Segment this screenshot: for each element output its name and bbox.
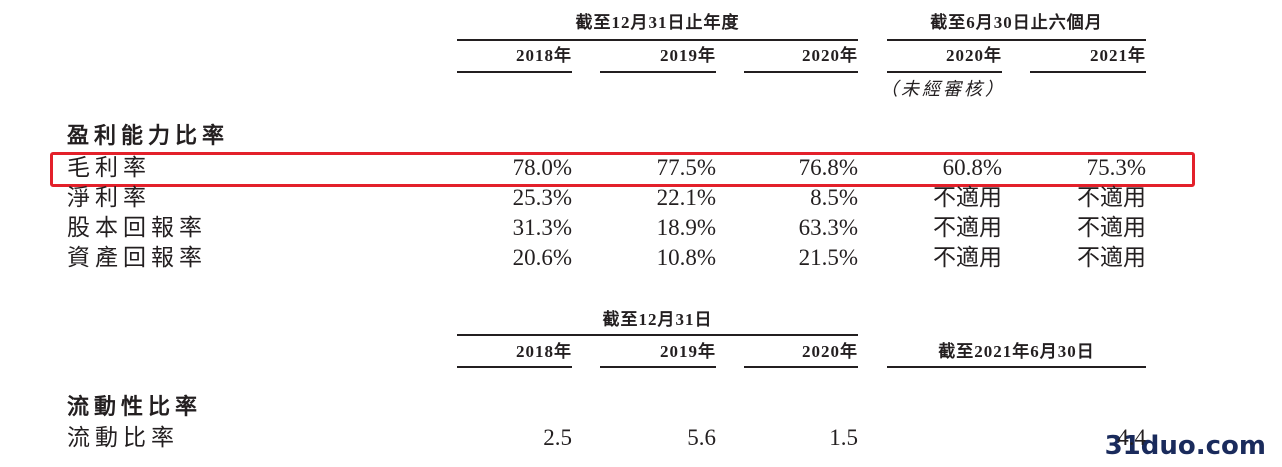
column-header: 截至2021年6月30日 [938, 342, 1095, 361]
rule [457, 366, 572, 368]
cell: 18.9% [656, 215, 716, 240]
column-header: 2018年 [516, 46, 572, 65]
highlight-box [50, 152, 1195, 187]
watermark: 31duo.com [1104, 431, 1266, 461]
row-label: 毛利率 [67, 155, 151, 180]
row-label: 流動比率 [67, 425, 179, 450]
rule [457, 71, 572, 73]
cell: 5.6 [687, 425, 716, 450]
row-label: 資產回報率 [67, 245, 207, 270]
cell: 60.8% [942, 155, 1002, 180]
cell: 不適用 [933, 245, 1002, 270]
cell: 78.0% [512, 155, 572, 180]
column-header: 2020年 [946, 46, 1002, 65]
rule [744, 366, 858, 368]
rule [744, 71, 858, 73]
cell: 25.3% [512, 185, 572, 210]
rule [600, 366, 716, 368]
cell: 22.1% [656, 185, 716, 210]
note: （未經審核） [880, 79, 1006, 99]
cell: 75.3% [1086, 155, 1146, 180]
cell: 8.5% [810, 185, 858, 210]
cell: 21.5% [798, 245, 858, 270]
cell: 20.6% [512, 245, 572, 270]
cell: 不適用 [1077, 215, 1146, 240]
rule [887, 71, 1002, 73]
rule [887, 366, 1146, 368]
column-header: 2021年 [1090, 46, 1146, 65]
column-header: 2019年 [660, 46, 716, 65]
cell: 31.3% [512, 215, 572, 240]
column-header: 2020年 [802, 342, 858, 361]
column-header: 2020年 [802, 46, 858, 65]
cell: 2.5 [543, 425, 572, 450]
rule [887, 39, 1146, 41]
cell: 76.8% [798, 155, 858, 180]
rule [457, 39, 858, 41]
rule [1030, 71, 1146, 73]
cell: 不適用 [933, 185, 1002, 210]
rule [457, 334, 858, 336]
cell: 不適用 [1077, 245, 1146, 270]
rule [600, 71, 716, 73]
cell: 不適用 [933, 215, 1002, 240]
cell: 1.5 [829, 425, 858, 450]
column-header: 2019年 [660, 342, 716, 361]
cell: 4.4 [1117, 425, 1146, 450]
group-header: 截至6月30日止六個月 [930, 13, 1103, 32]
section-title: 流動性比率 [67, 394, 203, 419]
row-label: 股本回報率 [67, 215, 207, 240]
group-header: 截至12月31日止年度 [575, 13, 740, 32]
cell: 10.8% [656, 245, 716, 270]
cell: 63.3% [798, 215, 858, 240]
cell: 不適用 [1077, 185, 1146, 210]
row-label: 淨利率 [67, 185, 151, 210]
column-header: 2018年 [516, 342, 572, 361]
section-title: 盈利能力比率 [67, 123, 230, 148]
group-header: 截至12月31日 [602, 310, 713, 329]
cell: 77.5% [656, 155, 716, 180]
